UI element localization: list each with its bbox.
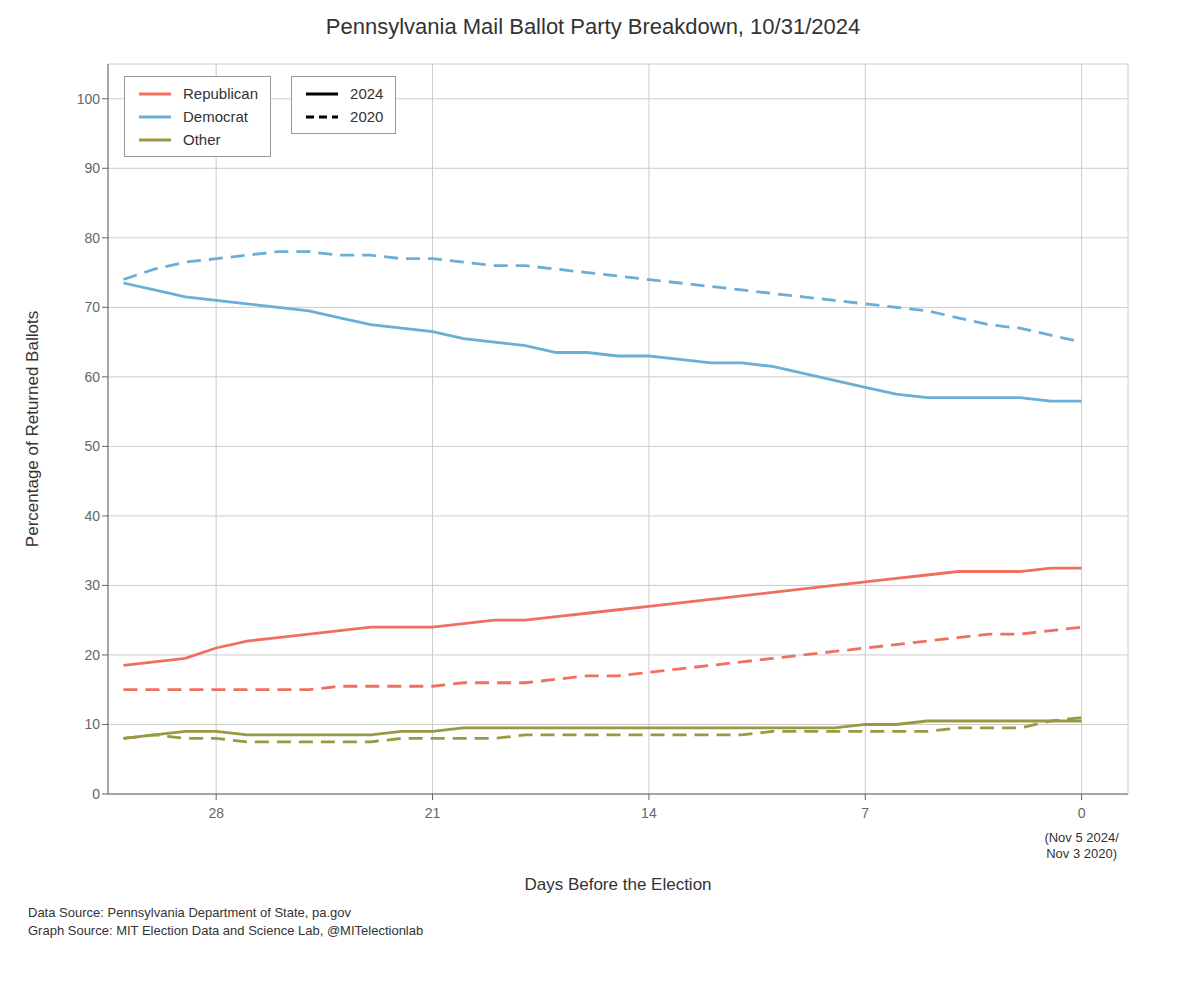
svg-text:0: 0 bbox=[1078, 805, 1086, 821]
svg-text:80: 80 bbox=[84, 230, 100, 246]
svg-text:7: 7 bbox=[861, 805, 869, 821]
svg-text:20: 20 bbox=[84, 647, 100, 663]
html-text:Graph Source: MIT Election Dat: Graph Source: MIT Election Data and Scie… bbox=[28, 923, 424, 938]
html-text:2024: 2024 bbox=[350, 85, 384, 102]
svg-text:100: 100 bbox=[77, 91, 101, 107]
html-text:Data Source: Pennsylvania Depa: Data Source: Pennsylvania Department of … bbox=[28, 905, 351, 920]
svg-text:10: 10 bbox=[84, 716, 100, 732]
svg-text:70: 70 bbox=[84, 299, 100, 315]
html-text:Democrat: Democrat bbox=[183, 108, 248, 125]
svg-text:Percentage of Returned Ballots: Percentage of Returned Ballots bbox=[23, 311, 42, 547]
html-text:2020: 2020 bbox=[350, 108, 384, 125]
svg-text:Days Before the Election: Days Before the Election bbox=[524, 875, 711, 894]
svg-text:14: 14 bbox=[641, 805, 657, 821]
svg-text:50: 50 bbox=[84, 438, 100, 454]
html-text:Other: Other bbox=[183, 131, 221, 148]
svg-text:90: 90 bbox=[84, 160, 100, 176]
svg-text:60: 60 bbox=[84, 369, 100, 385]
svg-text:0: 0 bbox=[92, 786, 100, 802]
html-text:Pennsylvania Mail Ballot Party: Pennsylvania Mail Ballot Party Breakdown… bbox=[325, 14, 861, 39]
svg-text:28: 28 bbox=[208, 805, 224, 821]
svg-text:40: 40 bbox=[84, 508, 100, 524]
svg-text:(Nov 5 2024/: (Nov 5 2024/ bbox=[1044, 830, 1119, 845]
html-text:Republican: Republican bbox=[183, 85, 259, 102]
svg-text:30: 30 bbox=[84, 577, 100, 593]
svg-text:Nov 3 2020): Nov 3 2020) bbox=[1046, 846, 1117, 861]
svg-text:21: 21 bbox=[425, 805, 441, 821]
